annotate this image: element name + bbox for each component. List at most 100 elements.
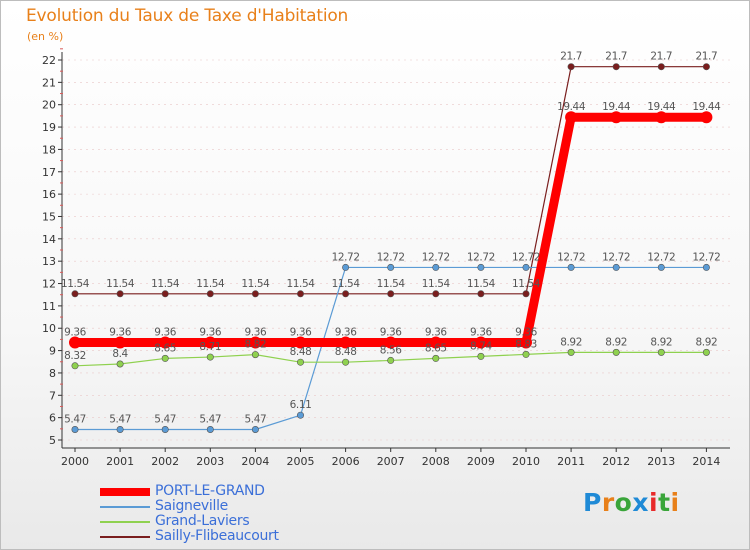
data-label: 5.47 [154, 413, 176, 425]
data-label: 12.72 [377, 251, 405, 263]
data-point [339, 336, 352, 349]
data-point [69, 336, 81, 349]
data-label: 9.36 [199, 327, 221, 339]
data-point [71, 425, 79, 433]
x-tick-label: 2006 [332, 455, 360, 468]
logo-letter: P [583, 488, 602, 517]
y-tick-label: 19 [42, 121, 56, 134]
y-tick-label: 15 [42, 210, 56, 223]
legend-label: Grand-Laviers [155, 513, 250, 529]
data-point [567, 348, 575, 356]
x-tick-label: 2009 [467, 455, 495, 468]
data-point [387, 263, 395, 271]
data-label: 12.72 [557, 251, 585, 263]
x-tick-label: 2007 [377, 455, 405, 468]
data-label: 8.48 [335, 346, 357, 358]
data-label: 8.74 [470, 340, 492, 352]
data-point [161, 354, 169, 362]
data-label: 9.36 [245, 327, 267, 339]
data-label: 12.72 [422, 251, 450, 263]
data-label: 11.54 [196, 278, 225, 290]
legend-swatch [100, 521, 150, 523]
legend-label: Saigneville [155, 498, 228, 514]
legend-swatch [100, 506, 150, 508]
data-point [296, 358, 304, 366]
y-tick-label: 22 [42, 54, 56, 67]
data-label: 5.47 [64, 413, 86, 425]
data-label: 8.92 [696, 336, 718, 348]
y-tick-label: 21 [42, 76, 56, 89]
data-label: 12.72 [332, 251, 360, 263]
y-tick-label: 7 [49, 389, 56, 402]
y-tick-label: 10 [42, 322, 56, 335]
data-point [567, 263, 575, 271]
x-tick-label: 2001 [106, 455, 134, 468]
data-point [429, 336, 442, 349]
data-point [474, 336, 487, 349]
data-label: 8.92 [560, 336, 582, 348]
data-label: 8.65 [154, 342, 176, 354]
data-point [71, 290, 79, 298]
y-tick-label: 18 [42, 143, 56, 156]
data-point [116, 360, 124, 368]
data-label: 12.72 [692, 251, 720, 263]
data-point [159, 336, 172, 349]
data-label: 12.72 [647, 251, 675, 263]
data-point [116, 290, 124, 298]
y-tick-label: 13 [42, 255, 56, 268]
data-label: 8.32 [64, 350, 86, 362]
data-point [206, 425, 214, 433]
data-point [700, 111, 713, 124]
data-label: 8.71 [199, 341, 221, 353]
data-label: 11.54 [106, 278, 135, 290]
x-tick-label: 2002 [151, 455, 179, 468]
data-point [657, 63, 665, 71]
data-point [387, 356, 395, 364]
x-tick-label: 2005 [287, 455, 315, 468]
x-tick-label: 2011 [557, 455, 585, 468]
logo-letter: i [670, 488, 680, 517]
data-label: 9.36 [335, 327, 357, 339]
legend-item: Sailly-Flibeaucourt [100, 529, 340, 544]
legend-swatch [100, 488, 150, 496]
data-point [294, 336, 307, 349]
data-point [477, 263, 485, 271]
data-point [206, 290, 214, 298]
data-point [342, 263, 350, 271]
y-tick-label: 5 [49, 434, 56, 447]
data-point [612, 63, 620, 71]
x-tick-label: 2008 [422, 455, 450, 468]
data-label: 6.11 [290, 399, 312, 411]
data-label: 19.44 [692, 101, 721, 113]
data-point [161, 290, 169, 298]
data-point [657, 348, 665, 356]
data-label: 12.72 [512, 251, 540, 263]
data-label: 8.65 [425, 342, 447, 354]
logo-letter: o [614, 488, 633, 517]
x-tick-label: 2013 [647, 455, 675, 468]
data-point [565, 111, 578, 124]
x-tick-label: 2012 [602, 455, 630, 468]
chart-legend: PORT-LE-GRAND Saigneville Grand-Laviers Sai… [100, 484, 340, 544]
data-point [522, 263, 530, 271]
data-label: 11.54 [241, 278, 270, 290]
data-label: 9.36 [154, 327, 176, 339]
data-label: 9.36 [380, 327, 402, 339]
logo-letter: r [601, 488, 615, 517]
data-label: 21.7 [650, 51, 672, 63]
x-tick-label: 2003 [196, 455, 224, 468]
logo-letter: t [658, 488, 671, 517]
data-point [342, 358, 350, 366]
data-label: 11.54 [467, 278, 496, 290]
data-point [612, 348, 620, 356]
data-label: 8.48 [290, 346, 312, 358]
data-point [702, 263, 710, 271]
data-label: 21.7 [696, 51, 718, 63]
series-line [70, 112, 711, 348]
data-point [387, 290, 395, 298]
data-label: 9.36 [470, 327, 492, 339]
data-label: 11.54 [377, 278, 406, 290]
data-label: 12.72 [602, 251, 630, 263]
data-label: 8.82 [245, 339, 267, 351]
